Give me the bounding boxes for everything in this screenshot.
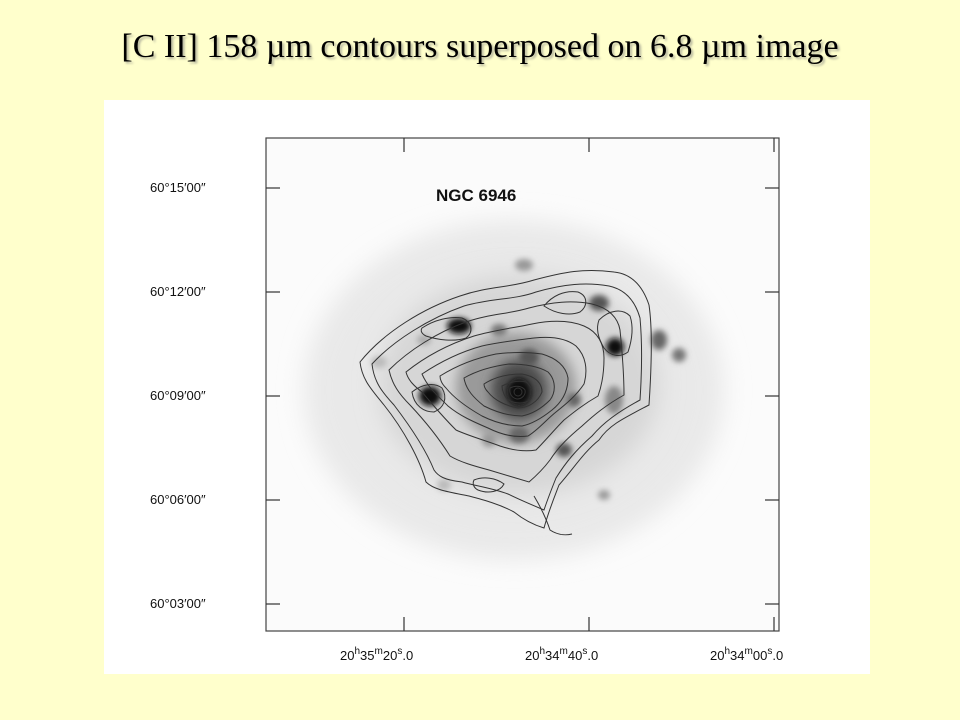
axis-ticks [266,138,779,631]
object-label: NGC 6946 [436,186,516,205]
y-tick-label: 60°03′00″ [150,596,206,611]
x-tick-label: 20h34m40s.0 [525,646,598,663]
y-tick-label: 60°06′00″ [150,492,206,507]
y-tick-label: 60°09′00″ [150,388,206,403]
grayscale-image [266,138,779,631]
y-tick-label: 60°12′00″ [150,284,206,299]
x-tick-label: 20h34m00s.0 [710,646,783,663]
y-tick-label: 60°15′00″ [150,180,206,195]
cii-contours [359,269,652,536]
x-tick-label: 20h35m20s.0 [340,646,413,663]
astronomical-image-plot: NGC 6946 60°15′00″ 60°12′00″ 60°09′00″ 6… [150,137,783,663]
figure-panel: NGC 6946 60°15′00″ 60°12′00″ 60°09′00″ 6… [104,100,870,674]
plot-frame [265,137,780,632]
slide-title: [C II] 158 µm contours superposed on 6.8… [121,28,839,65]
